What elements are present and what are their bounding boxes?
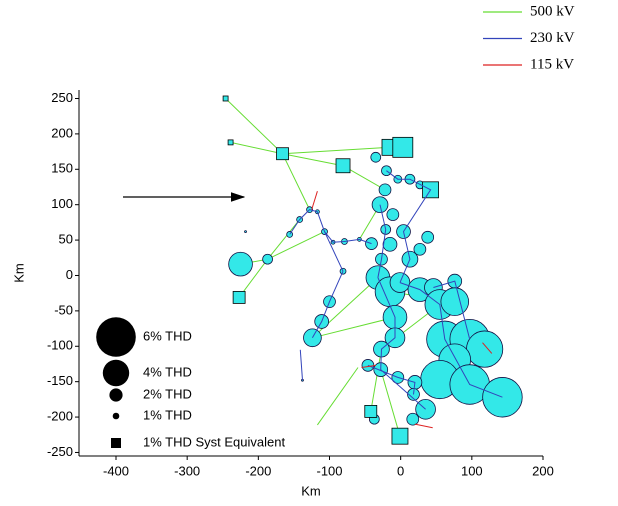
x-tick-label: -400 [103, 463, 129, 478]
y-tick-label: 0 [66, 267, 73, 282]
x-tick-label: -300 [174, 463, 200, 478]
system-equivalent [222, 95, 229, 102]
system-equivalent [232, 291, 246, 304]
bus [421, 230, 435, 244]
bus [386, 208, 400, 221]
size-legend-marker [111, 438, 121, 448]
y-tick-label: 250 [51, 90, 73, 105]
size-legend-label: 1% THD [143, 407, 192, 422]
y-tick-label: -150 [47, 373, 73, 388]
y-tick-label: 100 [51, 196, 73, 211]
bus [228, 251, 253, 277]
x-tick-label: -200 [245, 463, 271, 478]
y-tick-label: -100 [47, 338, 73, 353]
x-tick-label: 100 [461, 463, 483, 478]
legend-label: 500 kV [530, 3, 575, 19]
bus [286, 231, 294, 238]
system-equivalent [391, 427, 409, 445]
bus [378, 183, 392, 197]
bus [482, 377, 523, 418]
x-tick-label: 0 [397, 463, 404, 478]
y-tick-label: 200 [51, 125, 73, 140]
legend-label: 115 kV [530, 56, 574, 72]
bus [413, 242, 427, 256]
bus [406, 412, 420, 426]
system-equivalent [335, 158, 351, 174]
bus [382, 236, 398, 252]
x-tick-label: 200 [532, 463, 554, 478]
y-axis-label: Km [11, 263, 26, 283]
size-legend-label: 1% THD Syst Equivalent [143, 434, 285, 449]
system-equivalent [392, 136, 414, 158]
y-tick-label: -50 [54, 302, 73, 317]
y-tick-label: -200 [47, 409, 73, 424]
legend-label: 230 kV [530, 30, 575, 46]
x-tick-label: -100 [316, 463, 342, 478]
size-legend-label: 2% THD [143, 386, 192, 401]
size-legend-marker [109, 388, 123, 402]
system-equivalent [227, 139, 234, 146]
size-legend-marker [102, 359, 130, 387]
y-tick-label: -250 [47, 444, 73, 459]
bus [440, 287, 470, 316]
bus [244, 230, 247, 233]
bus [262, 253, 273, 265]
system-equivalent [364, 405, 378, 418]
bus [407, 388, 420, 401]
network-line [289, 170, 503, 410]
bus [371, 196, 389, 214]
size-legend-label: 6% THD [143, 328, 192, 343]
system-equivalent [276, 147, 289, 161]
size-legend-marker [112, 412, 120, 420]
y-tick-label: 50 [59, 232, 73, 247]
x-axis-label: Km [301, 483, 321, 498]
y-tick-label: 150 [51, 161, 73, 176]
bus [466, 330, 504, 368]
bus [370, 151, 382, 163]
size-legend-label: 4% THD [143, 364, 192, 379]
size-legend-marker [96, 317, 136, 357]
network-line [311, 191, 493, 429]
